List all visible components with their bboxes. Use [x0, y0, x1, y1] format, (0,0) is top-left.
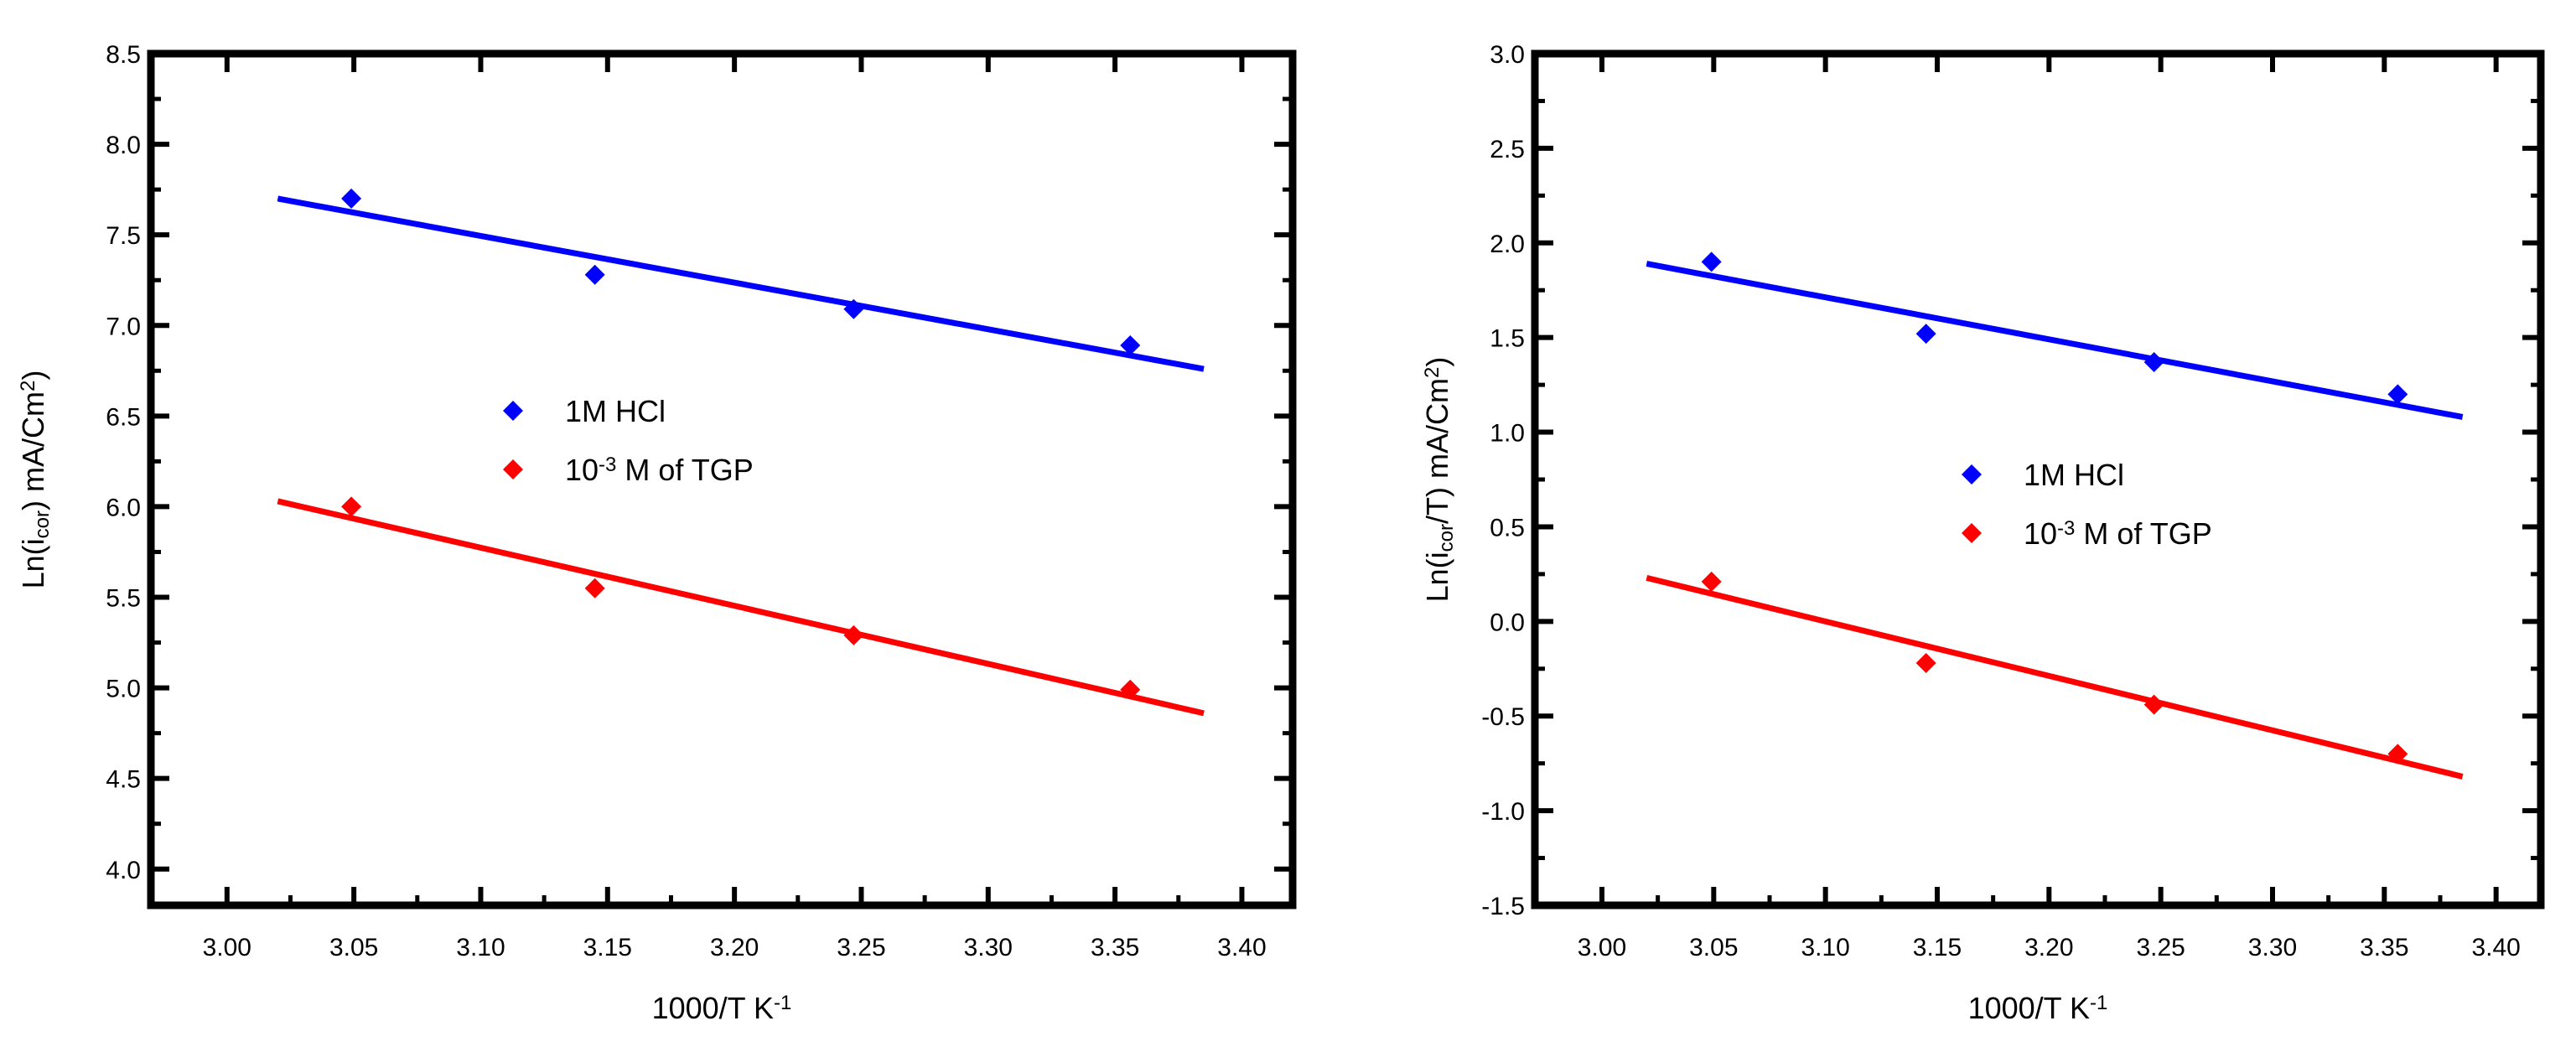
y-axis-title: Ln(icor) mA/Cm2) [16, 371, 54, 589]
y-tick-label: 2.0 [1490, 231, 1525, 258]
x-tick-label: 3.15 [583, 934, 632, 961]
fit-line-1 [1646, 261, 2464, 420]
data-point-2 [1915, 653, 1936, 674]
data-point-1 [2387, 384, 2408, 405]
data-point-2 [584, 578, 605, 599]
legend-label-part: 1M HCl [565, 394, 666, 428]
y-tick-label: 5.5 [106, 585, 141, 613]
y-axis-title-part: cor [1435, 524, 1458, 552]
data-point-1 [843, 298, 864, 319]
legend-label-part: M of TGP [616, 453, 753, 487]
y-tick-label: 0.5 [1490, 514, 1525, 542]
x-tick-label: 3.40 [2471, 934, 2520, 961]
x-tick-label: 3.35 [2360, 934, 2408, 961]
x-tick-label: 3.00 [203, 934, 251, 961]
legend-marker [1962, 523, 1982, 543]
y-axis-title-part: 2 [17, 381, 39, 391]
y-axis-title-part: ) mA/Cm [16, 391, 50, 510]
legend-label: 1M HCl [565, 394, 666, 428]
data-point-1 [1701, 251, 1722, 272]
data-point-1 [341, 188, 362, 209]
y-tick-label: 7.0 [106, 313, 141, 340]
data-point-2 [341, 496, 362, 517]
y-tick-label: 6.0 [106, 494, 141, 521]
y-axis-title-part: ) [16, 371, 50, 381]
legend-label-part: -3 [2057, 517, 2075, 540]
y-axis-title-part: Ln(i [1420, 552, 1454, 602]
y-tick-label: 4.5 [106, 766, 141, 794]
fit-line-2 [1646, 575, 2464, 780]
y-tick-label: 1.0 [1490, 420, 1525, 448]
data-point-2 [1701, 571, 1722, 592]
x-tick-label: 3.20 [710, 934, 759, 961]
x-tick-label: 3.10 [456, 934, 505, 961]
legend-label: 1M HCl [2024, 458, 2124, 492]
x-tick-label: 3.25 [837, 934, 885, 961]
data-point-1 [1120, 335, 1141, 356]
legend-label-part: 10 [565, 453, 599, 487]
x-axis-title-main: 1000/T K [652, 991, 774, 1025]
legend-label: 10-3 M of TGP [565, 453, 754, 487]
legend-label-part: -3 [599, 453, 616, 476]
y-tick-label: 8.0 [106, 132, 141, 159]
x-tick-label: 3.20 [2024, 934, 2073, 961]
data-point-2 [2387, 744, 2408, 764]
data-point-2 [1120, 679, 1141, 700]
y-axis-title-part: /T) mA/Cm [1420, 378, 1454, 524]
chart-panel-2: 3.00 3.05 3.10 3.15 3.20 3.25 3.30 3.35 3.40 -1.5… [1420, 41, 2545, 1025]
legend-marker [1962, 464, 1982, 485]
y-tick-label: -1.0 [1481, 798, 1525, 826]
legend-marker [503, 401, 523, 421]
y-axis-title-part: Ln(i [16, 538, 50, 588]
x-axis-title-sup: -1 [774, 992, 791, 1014]
y-tick-label: 0.0 [1490, 609, 1525, 636]
x-axis-title: 1000/T K-1 [1968, 991, 2108, 1025]
x-axis-title-main: 1000/T K [1968, 991, 2090, 1025]
x-tick-label: 3.40 [1217, 934, 1266, 961]
y-tick-label: -1.5 [1481, 893, 1525, 920]
x-tick-label: 3.00 [1578, 934, 1626, 961]
legend-marker [503, 459, 523, 479]
x-tick-label: 3.15 [1913, 934, 1962, 961]
data-point-1 [584, 264, 605, 285]
y-tick-label: 1.5 [1490, 325, 1525, 353]
x-axis-title: 1000/T K-1 [652, 991, 792, 1025]
x-tick-label: 3.30 [2248, 934, 2297, 961]
data-point-1 [1915, 324, 1936, 345]
y-axis-title-part: cor [31, 510, 54, 538]
x-tick-label: 3.05 [1689, 934, 1738, 961]
legend-label-part: M of TGP [2075, 516, 2211, 551]
chart-panel-1: 3.00 3.05 3.10 3.15 3.20 3.25 3.30 3.35 3.40 4.0 4… [16, 41, 1297, 1025]
x-tick-label: 3.30 [964, 934, 1013, 961]
data-point-1 [2143, 352, 2164, 373]
data-point-2 [2143, 694, 2164, 715]
fit-line-2 [277, 498, 1205, 717]
y-tick-label: 4.0 [106, 857, 141, 884]
y-tick-label: 2.5 [1490, 136, 1525, 163]
x-tick-label: 3.25 [2136, 934, 2185, 961]
y-axis-title-part: ) [1420, 357, 1454, 367]
fit-line-1 [277, 195, 1205, 372]
legend-label: 10-3 M of TGP [2024, 516, 2212, 551]
legend-label-part: 1M HCl [2024, 458, 2124, 492]
y-axis-title: Ln(icor/T) mA/Cm2) [1420, 357, 1458, 603]
y-tick-label: 6.5 [106, 403, 141, 431]
x-tick-label: 3.05 [329, 934, 378, 961]
y-axis-title-part: 2 [1421, 367, 1443, 378]
x-tick-label: 3.10 [1801, 934, 1849, 961]
y-tick-label: -0.5 [1481, 703, 1525, 731]
plot-frame [147, 49, 1297, 909]
y-tick-label: 3.0 [1490, 41, 1525, 69]
y-tick-label: 7.5 [106, 222, 141, 250]
y-tick-label: 8.5 [106, 41, 141, 69]
x-tick-label: 3.35 [1091, 934, 1139, 961]
legend-label-part: 10 [2024, 516, 2057, 551]
x-axis-title-sup: -1 [2090, 992, 2107, 1014]
y-tick-label: 5.0 [106, 676, 141, 703]
data-point-2 [843, 624, 864, 645]
